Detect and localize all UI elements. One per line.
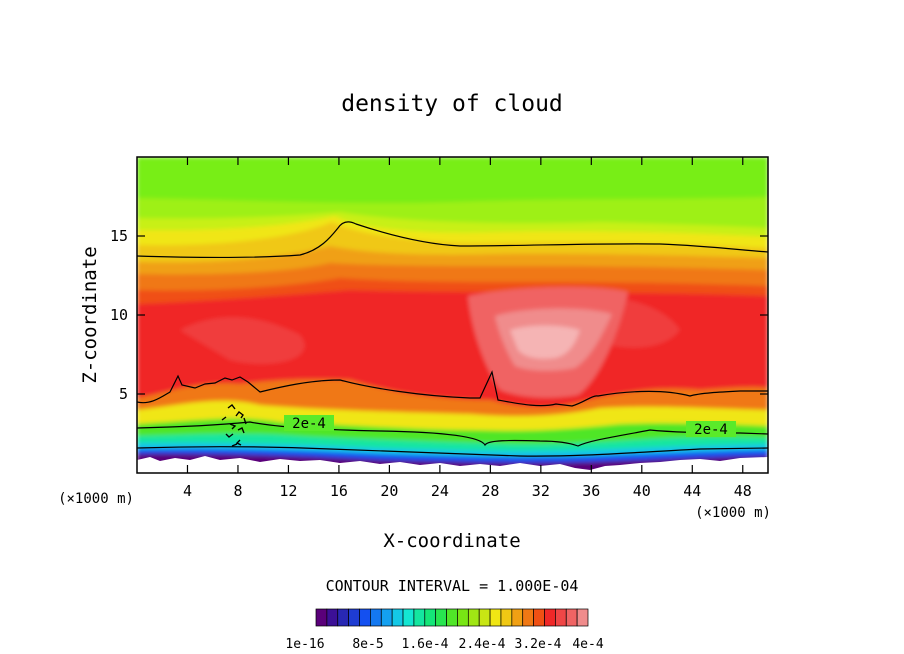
colorbar-swatch-14 [467, 608, 480, 627]
x-tick-label-2: 12 [279, 482, 297, 500]
colorbar-swatch-22 [555, 608, 567, 627]
colorbar-swatch-11 [435, 608, 447, 627]
colorbar-swatch-8 [402, 608, 415, 627]
colorbar-label-0: 1e-16 [285, 637, 324, 652]
colorbar-label-4: 3.2e-4 [515, 637, 562, 652]
colorbar-swatch-20 [533, 608, 545, 627]
colorbar-swatch-21 [544, 608, 556, 627]
contour-speckles [221, 404, 247, 447]
contour-line-2e-4 [137, 421, 768, 447]
contour-lines [137, 221, 768, 457]
contour-line-upper [137, 221, 768, 258]
y-axis: 5 10 15 [110, 227, 768, 403]
x-unit-label-left: (×1000 m) [58, 491, 134, 507]
contour-label-1: 2e-4 [292, 416, 326, 432]
colorbar-swatch-0 [315, 608, 328, 627]
colorbar-swatch-5 [370, 608, 382, 627]
colorbar-swatch-1 [326, 608, 339, 627]
colorbar-swatch-17 [500, 608, 513, 627]
contour-line-lower [137, 446, 768, 457]
y-tick-label-2: 15 [110, 227, 128, 245]
x-tick-label-9: 40 [633, 482, 651, 500]
colorbar-swatch-9 [413, 608, 426, 627]
contour-line-mid [137, 370, 768, 407]
colorbar-swatch-23 [565, 608, 578, 627]
contour-label-bg-2 [686, 421, 736, 437]
chart-title: density of cloud [341, 91, 563, 117]
x-tick-label-1: 8 [233, 482, 242, 500]
colorbar-swatch-2 [337, 608, 349, 627]
y-axis-label: Z-coordinate [79, 246, 101, 383]
colorbar-label-2: 1.6e-4 [402, 637, 449, 652]
x-tick-label-11: 48 [734, 482, 752, 500]
colorbar-swatch-7 [391, 608, 404, 627]
contour-field [137, 157, 768, 473]
band-white-bottom [137, 456, 768, 473]
contour-label-2: 2e-4 [694, 422, 728, 438]
x-tick-label-4: 20 [380, 482, 398, 500]
x-tick-label-8: 36 [582, 482, 600, 500]
colorbar-swatch-4 [359, 608, 371, 627]
y-tick-label-1: 10 [110, 306, 128, 324]
colorbar-swatch-16 [489, 608, 502, 627]
x-tick-label-0: 4 [183, 482, 192, 500]
x-tick-label-10: 44 [683, 482, 701, 500]
colorbar-swatch-6 [380, 608, 393, 627]
x-axis: 4 8 12 16 20 24 28 32 36 40 44 48 [183, 157, 752, 500]
colorbar-swatch-10 [424, 608, 437, 627]
x-tick-label-3: 16 [330, 482, 348, 500]
colorbar-swatch-19 [522, 608, 534, 627]
contour-interval-label: CONTOUR INTERVAL = 1.000E-04 [326, 577, 579, 595]
x-unit-label-right: (×1000 m) [695, 505, 771, 521]
colorbar-swatch-24 [576, 608, 589, 627]
colorbar-swatch-3 [348, 608, 360, 627]
colorbar-swatch-15 [478, 608, 491, 627]
colorbar-label-3: 2.4e-4 [459, 637, 506, 652]
colorbar-swatch-12 [446, 608, 458, 627]
band-light-pink [510, 325, 580, 359]
x-tick-label-6: 28 [481, 482, 499, 500]
x-tick-label-7: 32 [532, 482, 550, 500]
x-axis-label: X-coordinate [383, 530, 520, 552]
y-tick-label-0: 5 [119, 385, 128, 403]
x-tick-label-5: 24 [431, 482, 449, 500]
colorbar-swatch-18 [511, 608, 524, 627]
colorbar-label-5: 4e-4 [572, 637, 603, 652]
colorbar-labels: 1e-16 8e-5 1.6e-4 2.4e-4 3.2e-4 4e-4 [285, 637, 603, 652]
colorbar-label-1: 8e-5 [352, 637, 383, 652]
colorbar-swatch-13 [457, 608, 469, 627]
contour-label-bg-1 [284, 415, 334, 431]
colorbar [315, 608, 589, 627]
